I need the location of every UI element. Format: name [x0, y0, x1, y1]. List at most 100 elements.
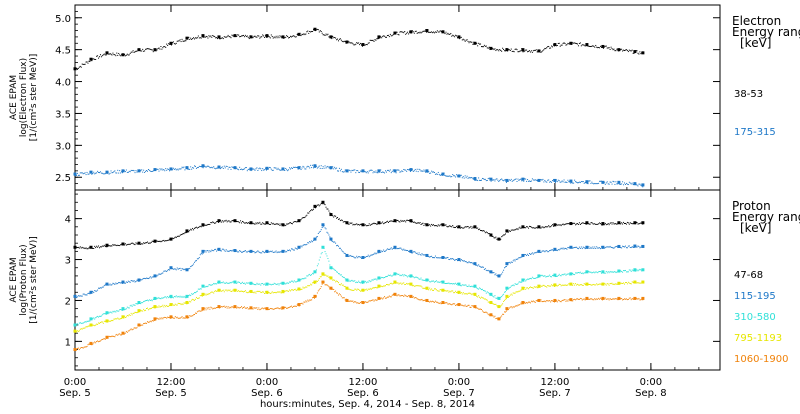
data-point-fill [284, 169, 286, 171]
data-point-fill [85, 61, 87, 63]
data-point-fill [598, 182, 600, 184]
data-point-fill [133, 327, 135, 329]
data-point-fill [620, 270, 622, 272]
data-point-fill [379, 36, 381, 38]
data-point-fill [632, 281, 634, 283]
data-point-fill [109, 336, 111, 338]
data-point-fill [609, 245, 611, 247]
data-point-fill [422, 170, 424, 172]
x-tick-time-label: 12:00 [157, 377, 186, 388]
data-point-fill [240, 36, 242, 38]
data-point-fill [587, 183, 589, 185]
data-point-fill [170, 297, 172, 299]
data-point-fill [133, 280, 135, 282]
data-point-fill [215, 290, 217, 292]
data-point-fill [204, 307, 206, 309]
data-point-fill [175, 304, 177, 306]
data-point-fill [266, 36, 268, 38]
data-point-fill [486, 180, 488, 182]
data-point-fill [209, 308, 211, 310]
data-point-fill [89, 343, 91, 345]
data-point-fill [488, 177, 490, 179]
data-point-fill [263, 308, 265, 310]
data-point-fill [388, 275, 390, 277]
data-point-fill [502, 303, 504, 305]
data-point-fill [419, 299, 421, 301]
data-point-fill [295, 281, 297, 283]
data-point-fill [204, 36, 206, 38]
data-point-fill [299, 246, 301, 248]
data-point-fill [490, 313, 492, 315]
data-point-fill [125, 244, 127, 246]
data-point-fill [281, 308, 283, 310]
data-point-fill [179, 168, 181, 170]
data-point-fill [400, 219, 402, 221]
data-point-fill [556, 181, 558, 183]
data-point [505, 307, 509, 311]
data-point-fill [280, 169, 282, 171]
data-point-fill [585, 44, 587, 46]
data-point-fill [185, 297, 187, 299]
data-point-fill [377, 277, 379, 279]
data-point-fill [421, 170, 423, 172]
data-point-fill [519, 178, 521, 180]
data-point-fill [479, 296, 481, 298]
data-point-fill [516, 228, 518, 230]
data-point-fill [611, 183, 613, 185]
data-point-fill [400, 295, 402, 297]
data-point-fill [139, 242, 141, 244]
data-point-fill [444, 302, 446, 304]
data-point-fill [506, 179, 508, 181]
data-point-fill [198, 226, 200, 228]
data-point-fill [185, 268, 187, 270]
data-point-fill [411, 221, 413, 223]
data-point-fill [122, 53, 124, 55]
data-point-fill [452, 258, 454, 260]
data-point-fill [365, 225, 367, 227]
data-point-fill [114, 318, 116, 320]
data-point-fill [354, 224, 356, 226]
data-point-fill [171, 237, 173, 239]
data-point-fill [397, 219, 399, 221]
data-point-fill [402, 31, 404, 33]
data-point-fill [346, 279, 348, 281]
data-point-fill [428, 31, 430, 33]
data-point-fill [284, 224, 286, 226]
data-point-fill [468, 261, 470, 263]
data-point-fill [549, 47, 551, 49]
data-point-fill [322, 274, 324, 276]
data-point-fill [588, 246, 590, 248]
data-point-fill [417, 285, 419, 287]
data-point-fill [290, 290, 291, 292]
data-point-fill [218, 167, 220, 169]
data-point-fill [312, 31, 314, 33]
data-point-fill [288, 307, 290, 309]
data-point-fill [478, 42, 480, 44]
data-point-fill [613, 48, 615, 50]
data-point-fill [485, 311, 487, 313]
data-point-fill [613, 181, 615, 183]
data-point-fill [421, 279, 423, 281]
data-point-fill [370, 288, 372, 290]
data-point-fill [467, 177, 469, 179]
data-point [473, 292, 477, 296]
data-point-fill [523, 280, 525, 282]
data-point-fill [453, 35, 455, 37]
data-point-fill [400, 31, 402, 33]
data-point-fill [176, 296, 178, 298]
data-point-fill [140, 324, 142, 326]
data-point-fill [499, 298, 501, 300]
x-axis-label: hours:minutes, Sep. 4, 2014 - Sep. 8, 20… [260, 399, 475, 410]
data-point-fill [232, 306, 234, 308]
data-point-fill [291, 168, 293, 170]
data-point-fill [417, 254, 419, 256]
data-point [489, 177, 493, 181]
data-point-fill [487, 292, 489, 294]
data-point-fill [552, 250, 554, 252]
data-point-fill [530, 253, 532, 255]
data-point-fill [394, 282, 396, 284]
data-point-fill [362, 169, 364, 171]
data-point-fill [375, 223, 377, 225]
